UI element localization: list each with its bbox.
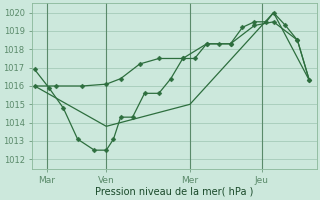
X-axis label: Pression niveau de la mer( hPa ): Pression niveau de la mer( hPa ): [95, 187, 253, 197]
